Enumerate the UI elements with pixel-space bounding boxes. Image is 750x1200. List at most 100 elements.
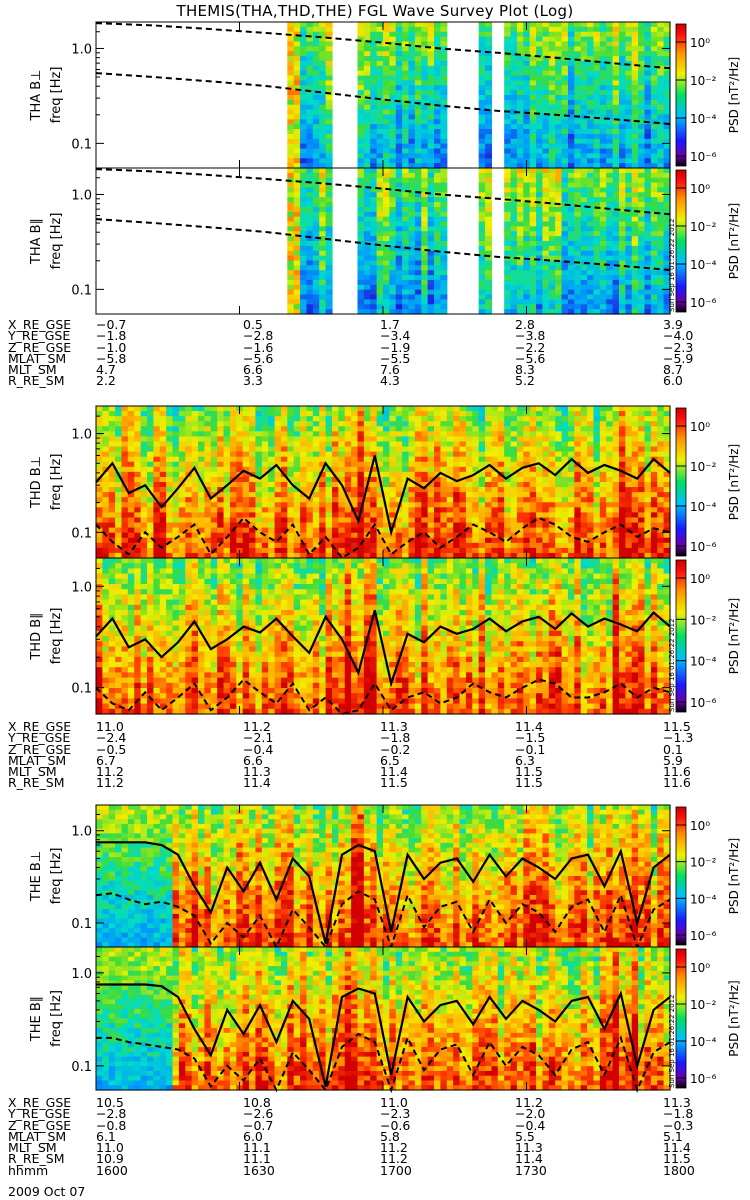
heatmap-cell: [261, 446, 269, 453]
heatmap-cell: [663, 299, 671, 305]
heatmap-cell: [523, 236, 531, 242]
heatmap-cell: [421, 431, 429, 437]
heatmap-cell: [363, 133, 371, 140]
heatmap-cell: [446, 466, 454, 473]
heatmap-cell: [606, 143, 614, 150]
heatmap-cell: [389, 70, 397, 77]
heatmap-cell: [249, 476, 257, 483]
heatmap-cell: [312, 182, 320, 189]
heatmap-cell: [274, 421, 282, 427]
heatmap-cell: [255, 436, 263, 443]
heatmap-cell: [440, 70, 448, 77]
heatmap-cell: [650, 60, 658, 67]
heatmap-cell: [567, 270, 575, 276]
heatmap-cell: [383, 446, 390, 453]
heatmap-cell: [344, 456, 352, 463]
heatmap-cell: [293, 99, 301, 106]
heatmap-cell: [542, 60, 550, 67]
heatmap-cell: [542, 241, 550, 247]
heatmap-cell: [574, 231, 582, 237]
heatmap-cell: [485, 512, 493, 519]
heatmap-cell: [363, 250, 371, 257]
heatmap-cell: [255, 471, 263, 478]
heatmap-cell: [587, 197, 595, 203]
heatmap-cell: [548, 241, 556, 247]
heatmap-cell: [217, 451, 225, 458]
heatmap-cell: [306, 211, 314, 218]
heatmap-cell: [306, 482, 314, 488]
heatmap-cell: [631, 36, 639, 43]
heatmap-cell: [529, 31, 537, 38]
heatmap-cell: [115, 482, 123, 488]
heatmap-cell: [510, 260, 518, 266]
heatmap-cell: [300, 172, 308, 179]
heatmap-cell: [657, 197, 665, 203]
heatmap-cell: [618, 80, 626, 86]
heatmap-cell: [485, 65, 493, 72]
heatmap-cell: [434, 260, 441, 266]
heatmap-cell: [631, 206, 639, 213]
heatmap-cell: [663, 304, 671, 310]
heatmap-cell: [516, 31, 524, 38]
heatmap-cell: [427, 216, 435, 223]
heatmap-cell: [497, 456, 505, 463]
heatmap-cell: [185, 421, 193, 427]
heatmap-cell: [472, 512, 480, 519]
heatmap-cell: [650, 177, 658, 184]
heatmap-cell: [529, 109, 537, 116]
heatmap-cell: [663, 85, 671, 91]
heatmap-cell: [102, 537, 110, 544]
heatmap-cell: [644, 129, 652, 135]
heatmap-cell: [306, 22, 314, 28]
heatmap-cell: [631, 187, 639, 193]
heatmap-cell: [434, 70, 441, 77]
heatmap-cell: [453, 527, 461, 534]
heatmap-cell: [178, 547, 186, 554]
heatmap-cell: [593, 153, 601, 159]
heatmap-cell: [287, 80, 295, 86]
heatmap-cell: [204, 461, 212, 468]
heatmap-cell: [312, 90, 320, 96]
heatmap-cell: [159, 542, 167, 549]
heatmap-cell: [574, 202, 582, 208]
heatmap-cell: [287, 133, 295, 140]
heatmap-cell: [274, 461, 282, 468]
heatmap-cell: [555, 148, 563, 154]
heatmap-cell: [115, 416, 123, 422]
heatmap-cell: [306, 487, 314, 493]
heatmap-cell: [631, 236, 639, 242]
heatmap-cell: [421, 411, 429, 417]
heatmap-cell: [229, 421, 237, 427]
heatmap-cell: [306, 133, 314, 140]
heatmap-cell: [389, 275, 397, 281]
heatmap-cell: [567, 177, 575, 184]
heatmap-cell: [338, 451, 346, 458]
heatmap-cell: [261, 406, 269, 412]
heatmap-cell: [421, 211, 429, 218]
heatmap-cell: [446, 411, 454, 417]
heatmap-cell: [210, 441, 218, 448]
heatmap-cell: [491, 471, 499, 478]
heatmap-cell: [459, 497, 467, 503]
heatmap-cell: [312, 537, 320, 544]
heatmap-cell: [325, 542, 333, 549]
heatmap-cell: [402, 406, 410, 412]
timestamp-stamp: Sun Sep 16 01:26:22 2012: [668, 218, 676, 312]
heatmap-cell: [395, 406, 403, 412]
heatmap-cell: [383, 211, 390, 218]
heatmap-cell: [115, 512, 123, 519]
heatmap-cell: [370, 187, 378, 193]
heatmap-cell: [618, 289, 626, 296]
heatmap-cell: [102, 497, 110, 503]
heatmap-cell: [478, 192, 486, 198]
heatmap-cell: [567, 143, 575, 150]
heatmap-cell: [325, 532, 333, 539]
heatmap-cell: [383, 202, 390, 208]
heatmap-cell: [599, 75, 607, 81]
heatmap-cell: [363, 46, 371, 52]
heatmap-cell: [325, 299, 333, 305]
heatmap-cell: [587, 124, 595, 130]
heatmap-cell: [644, 187, 652, 193]
heatmap-cell: [408, 226, 416, 232]
heatmap-cell: [319, 265, 327, 271]
